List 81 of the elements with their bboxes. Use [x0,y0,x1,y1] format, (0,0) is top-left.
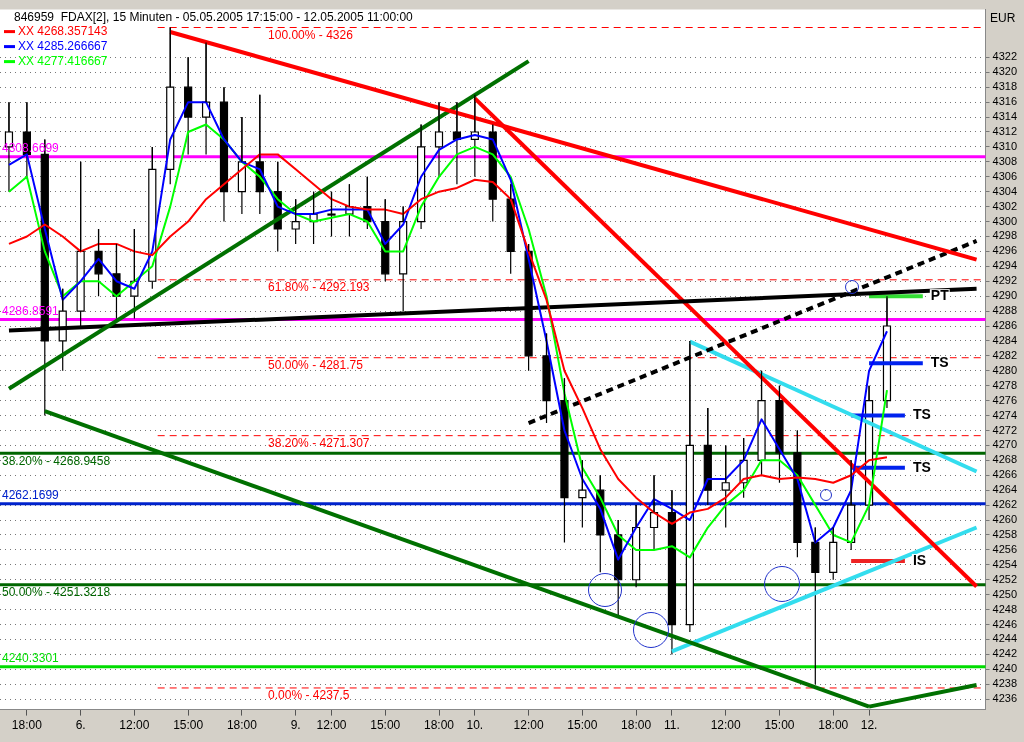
y-tick-label: 4294 [992,259,1018,272]
annotation: 50.00% - 4281.75 [268,358,364,373]
y-tick-label: 4238 [992,677,1018,690]
y-tick-label: 4300 [992,214,1018,227]
y-tick-label: 4272 [992,423,1018,436]
x-tick-label: 15:00 [370,718,401,733]
x-tick-label: 10. [466,718,484,733]
y-axis-title: EUR [990,10,1016,25]
y-tick-label: 4258 [992,528,1018,540]
annotation: 50.00% - 4251.3218 [2,585,111,600]
legend-label: XX 4285.266667 [18,38,108,53]
x-tick-label: 12. [860,718,878,733]
y-tick-label: 4284 [992,333,1018,346]
x-tick-label: 18:00 [423,718,455,733]
series-label: TS [930,354,949,371]
y-tick-label: 4314 [992,110,1018,123]
x-tick-label: 6. [75,718,86,733]
y-tick-label: 4320 [992,65,1018,78]
series-label: PT [930,287,950,304]
y-tick-label: 4286 [992,319,1018,332]
x-tick-label: 15:00 [567,718,598,733]
y-tick-label: 4290 [992,289,1018,302]
chart-title: 846959 FDAX[2], 15 Minuten - 05.05.2005 17:15:00 - 12.05.2005 11:00:00 [14,9,414,24]
x-tick-label: 12:00 [119,718,150,733]
y-tick-label: 4270 [992,438,1018,451]
x-tick-label: 18:00 [226,718,258,733]
x-tick-label: 12:00 [513,718,544,733]
y-tick-label: 4296 [992,244,1018,257]
annotation: 61.80% - 4292.193 [268,280,370,295]
y-tick-label: 4288 [992,304,1018,317]
series-label: TS [912,458,931,475]
y-tick-label: 4242 [992,647,1018,660]
y-tick-label: 4282 [992,348,1018,361]
y-tick-label: 4252 [992,572,1018,585]
x-tick-label: 15:00 [173,718,204,733]
y-tick-label: 4276 [992,393,1018,406]
x-tick-label: 18:00 [621,718,652,733]
y-tick-label: 4250 [992,587,1018,600]
y-tick-label: 4302 [992,199,1018,212]
y-tick-label: 4306 [992,169,1018,182]
y-tick-label: 4312 [992,125,1018,138]
x-tick-label: 12:00 [710,718,742,733]
y-tick-label: 4304 [992,184,1018,197]
y-tick-label: 4236 [992,692,1018,705]
y-tick-label: 4280 [992,363,1018,376]
y-tick-label: 4266 [992,468,1018,481]
y-tick-label: 4246 [992,617,1018,630]
x-tick-label: 9. [290,718,301,733]
y-tick-label: 4244 [992,632,1018,645]
series-label: IS [912,551,927,568]
y-tick-label: 4268 [992,453,1018,466]
y-tick-label: 4278 [992,378,1018,391]
legend-label: XX 4268.357143 [18,23,108,38]
y-tick-label: 4260 [992,513,1018,526]
y-tick-label: 4264 [992,483,1018,496]
x-tick-label: 15:00 [764,718,795,733]
y-tick-label: 4240 [992,662,1018,675]
y-tick-label: 4274 [992,408,1018,421]
series-label: TS [912,406,931,423]
x-tick-label: 12:00 [316,718,347,733]
y-tick-label: 4318 [992,80,1018,93]
y-tick-label: 4254 [992,557,1018,570]
y-tick-label: 4262 [992,498,1018,511]
x-tick-label: 11. [664,718,680,733]
x-tick-label: 18:00 [818,718,849,733]
y-tick-label: 4256 [992,542,1018,555]
y-tick-label: 4248 [992,602,1018,615]
ref-line-label: 4262.1699 [2,488,60,503]
y-tick-label: 4310 [992,139,1018,152]
legend-label: XX 4277.416667 [18,53,108,68]
y-tick-label: 4316 [992,95,1018,108]
annotation: 0.00% - 4237.5 [268,688,350,703]
y-tick-label: 4292 [992,274,1018,287]
y-tick-label: 4308 [992,154,1018,167]
annotation: 100.00% - 4326 [268,27,354,42]
y-tick-label: 4322 [992,50,1018,63]
annotation: 38.20% - 4271.307 [268,435,370,450]
annotation: 38.20% - 4268.9458 [2,453,111,468]
y-tick-label: 4298 [992,229,1018,242]
ref-line-label: 4240.3301 [2,651,60,666]
x-tick-label: 18:00 [11,718,43,733]
